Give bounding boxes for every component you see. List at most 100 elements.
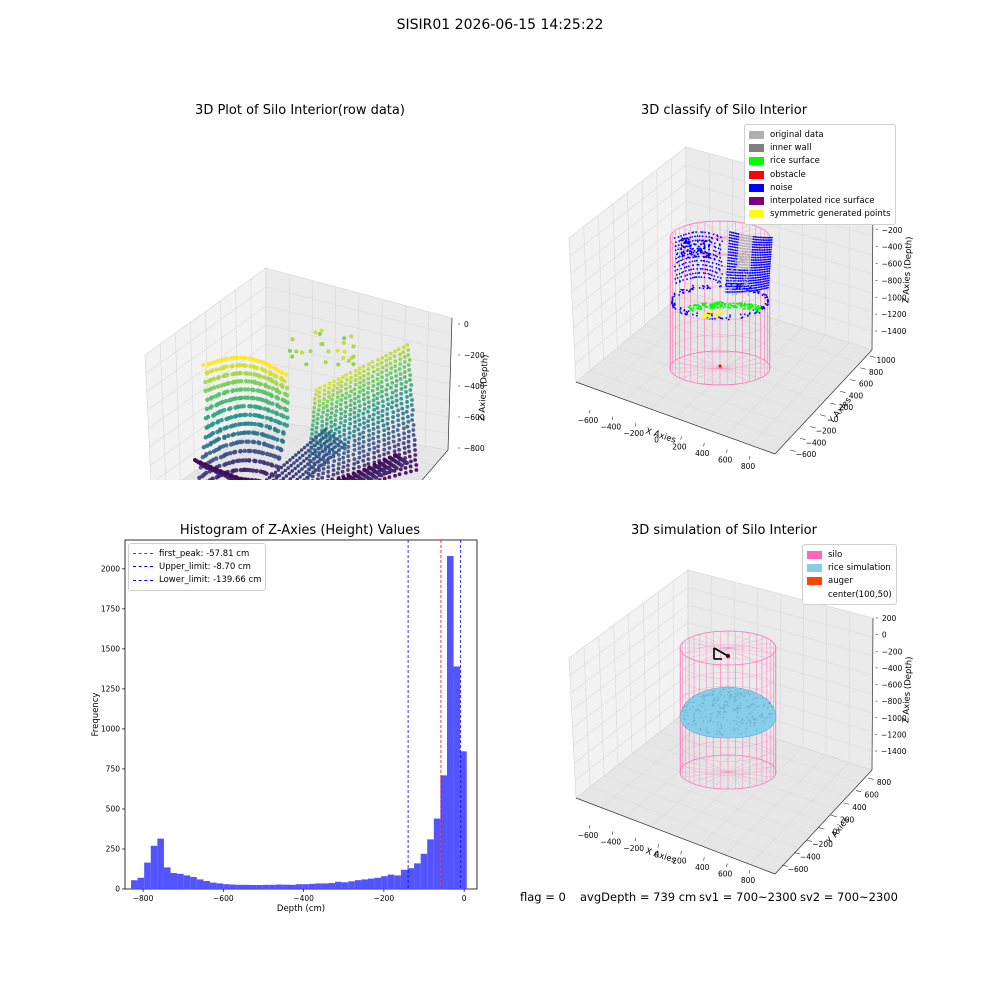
data-point [384, 368, 389, 373]
data-point [325, 404, 329, 408]
tick-label: 400 [695, 863, 710, 872]
data-point [401, 350, 406, 355]
data-point [322, 460, 327, 465]
data-point [726, 265, 729, 268]
data-point [293, 466, 297, 471]
data-point [718, 310, 721, 313]
data-point [743, 285, 746, 288]
data-point [691, 276, 694, 279]
data-point [702, 252, 705, 255]
data-point [739, 250, 742, 252]
data-point [683, 266, 686, 269]
data-point [734, 232, 736, 235]
data-point [332, 459, 337, 463]
histogram-bar [256, 884, 263, 889]
rice-point [746, 700, 748, 702]
panel1-points [193, 328, 419, 480]
silo-spoke [690, 354, 721, 369]
data-point [394, 403, 399, 408]
data-point [680, 243, 683, 246]
rice-point [716, 716, 719, 719]
data-point [382, 438, 387, 442]
data-point [764, 253, 767, 256]
data-point [715, 262, 718, 265]
tick-mark [869, 355, 876, 358]
rice-point [712, 721, 715, 723]
data-point [756, 307, 759, 310]
histogram-bar [354, 880, 362, 889]
data-point [698, 235, 701, 237]
data-point [743, 278, 745, 281]
data-point [753, 289, 756, 292]
rice-point [713, 698, 715, 701]
data-point [344, 386, 348, 391]
data-point [406, 434, 411, 439]
data-point [756, 289, 759, 292]
legend-swatch [749, 130, 764, 139]
rice-point [725, 710, 728, 713]
data-point [766, 267, 769, 270]
data-point [366, 362, 371, 367]
data-point [708, 236, 711, 238]
rice-point [722, 707, 725, 710]
rice-point [749, 720, 752, 723]
data-point [685, 240, 688, 243]
rice-point [700, 695, 702, 698]
data-point [331, 388, 336, 393]
rice-point [716, 710, 719, 713]
data-point [713, 249, 715, 252]
data-point [312, 396, 317, 401]
data-point [397, 437, 402, 442]
data-point [734, 246, 737, 249]
data-point [321, 436, 325, 440]
data-point [696, 304, 699, 307]
data-point [328, 455, 333, 460]
rice-point [701, 702, 704, 705]
data-point [329, 402, 334, 406]
data-point [752, 266, 754, 269]
data-point [251, 396, 256, 401]
data-point [769, 239, 772, 241]
rice-point [709, 719, 712, 722]
data-point [310, 465, 314, 469]
data-point [382, 447, 387, 452]
rice-point [707, 693, 710, 696]
tick-label: −1400 [881, 327, 907, 336]
silo-spoke [727, 647, 767, 659]
data-point [754, 261, 756, 264]
data-point [726, 273, 729, 276]
data-point [339, 388, 343, 393]
data-point [687, 238, 690, 241]
data-point [752, 287, 754, 290]
data-point [224, 443, 229, 448]
data-point [352, 461, 357, 466]
data-point [763, 268, 766, 271]
data-point [362, 421, 366, 425]
data-point [739, 271, 742, 274]
data-point [728, 306, 731, 309]
data-point [709, 257, 712, 259]
data-point [410, 398, 414, 402]
data-point [744, 280, 746, 283]
data-point [764, 275, 767, 278]
data-point [335, 400, 339, 404]
data-point [366, 395, 371, 400]
data-point [754, 281, 757, 284]
data-point [322, 441, 327, 446]
data-point [739, 247, 742, 250]
tick-mark [589, 824, 591, 829]
data-point [727, 318, 730, 321]
data-point [749, 237, 751, 240]
rice-point [719, 710, 721, 713]
data-point [763, 270, 766, 273]
data-point [375, 396, 380, 401]
data-point [277, 420, 283, 426]
data-point [739, 313, 742, 316]
rice-point [770, 705, 773, 708]
data-point [344, 405, 349, 410]
data-point [683, 242, 686, 245]
data-point [757, 279, 760, 281]
silo-spoke [704, 351, 721, 369]
data-point [704, 231, 707, 234]
histogram-bar [150, 845, 158, 889]
